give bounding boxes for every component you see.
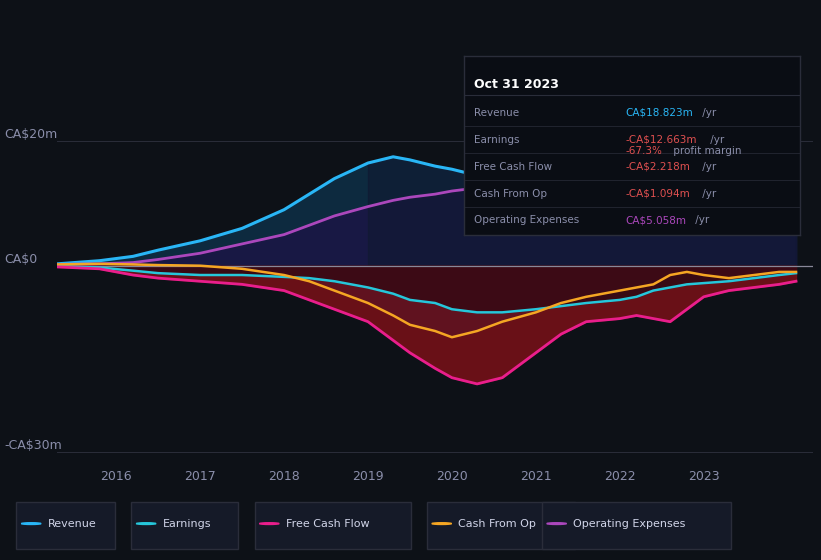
- FancyBboxPatch shape: [131, 502, 238, 549]
- Text: /yr: /yr: [699, 162, 717, 172]
- Text: Free Cash Flow: Free Cash Flow: [474, 162, 552, 172]
- FancyBboxPatch shape: [255, 502, 410, 549]
- Text: Cash From Op: Cash From Op: [458, 519, 536, 529]
- Text: CA$18.823m: CA$18.823m: [626, 108, 693, 118]
- Text: Free Cash Flow: Free Cash Flow: [286, 519, 369, 529]
- FancyBboxPatch shape: [16, 502, 115, 549]
- Text: Revenue: Revenue: [48, 519, 96, 529]
- Circle shape: [432, 522, 452, 525]
- Text: Earnings: Earnings: [474, 135, 520, 145]
- Text: CA$5.058m: CA$5.058m: [626, 216, 686, 226]
- Text: CA$0: CA$0: [5, 253, 38, 265]
- Circle shape: [259, 522, 279, 525]
- Circle shape: [136, 522, 156, 525]
- Text: profit margin: profit margin: [670, 146, 741, 156]
- FancyBboxPatch shape: [542, 502, 731, 549]
- Text: Oct 31 2023: Oct 31 2023: [474, 77, 559, 91]
- Text: -CA$1.094m: -CA$1.094m: [626, 189, 690, 199]
- Text: Earnings: Earnings: [163, 519, 211, 529]
- Text: Operating Expenses: Operating Expenses: [573, 519, 686, 529]
- Text: -CA$2.218m: -CA$2.218m: [626, 162, 690, 172]
- Text: -CA$30m: -CA$30m: [5, 440, 62, 452]
- Circle shape: [547, 522, 566, 525]
- Circle shape: [21, 522, 41, 525]
- Text: /yr: /yr: [699, 108, 717, 118]
- Text: CA$20m: CA$20m: [5, 128, 57, 141]
- Text: Cash From Op: Cash From Op: [474, 189, 547, 199]
- Text: /yr: /yr: [707, 135, 724, 145]
- Text: /yr: /yr: [692, 216, 709, 226]
- Text: -CA$12.663m: -CA$12.663m: [626, 135, 697, 145]
- Text: -67.3%: -67.3%: [626, 146, 663, 156]
- FancyBboxPatch shape: [427, 502, 575, 549]
- Text: Operating Expenses: Operating Expenses: [474, 216, 579, 226]
- Text: /yr: /yr: [699, 189, 717, 199]
- Text: Revenue: Revenue: [474, 108, 519, 118]
